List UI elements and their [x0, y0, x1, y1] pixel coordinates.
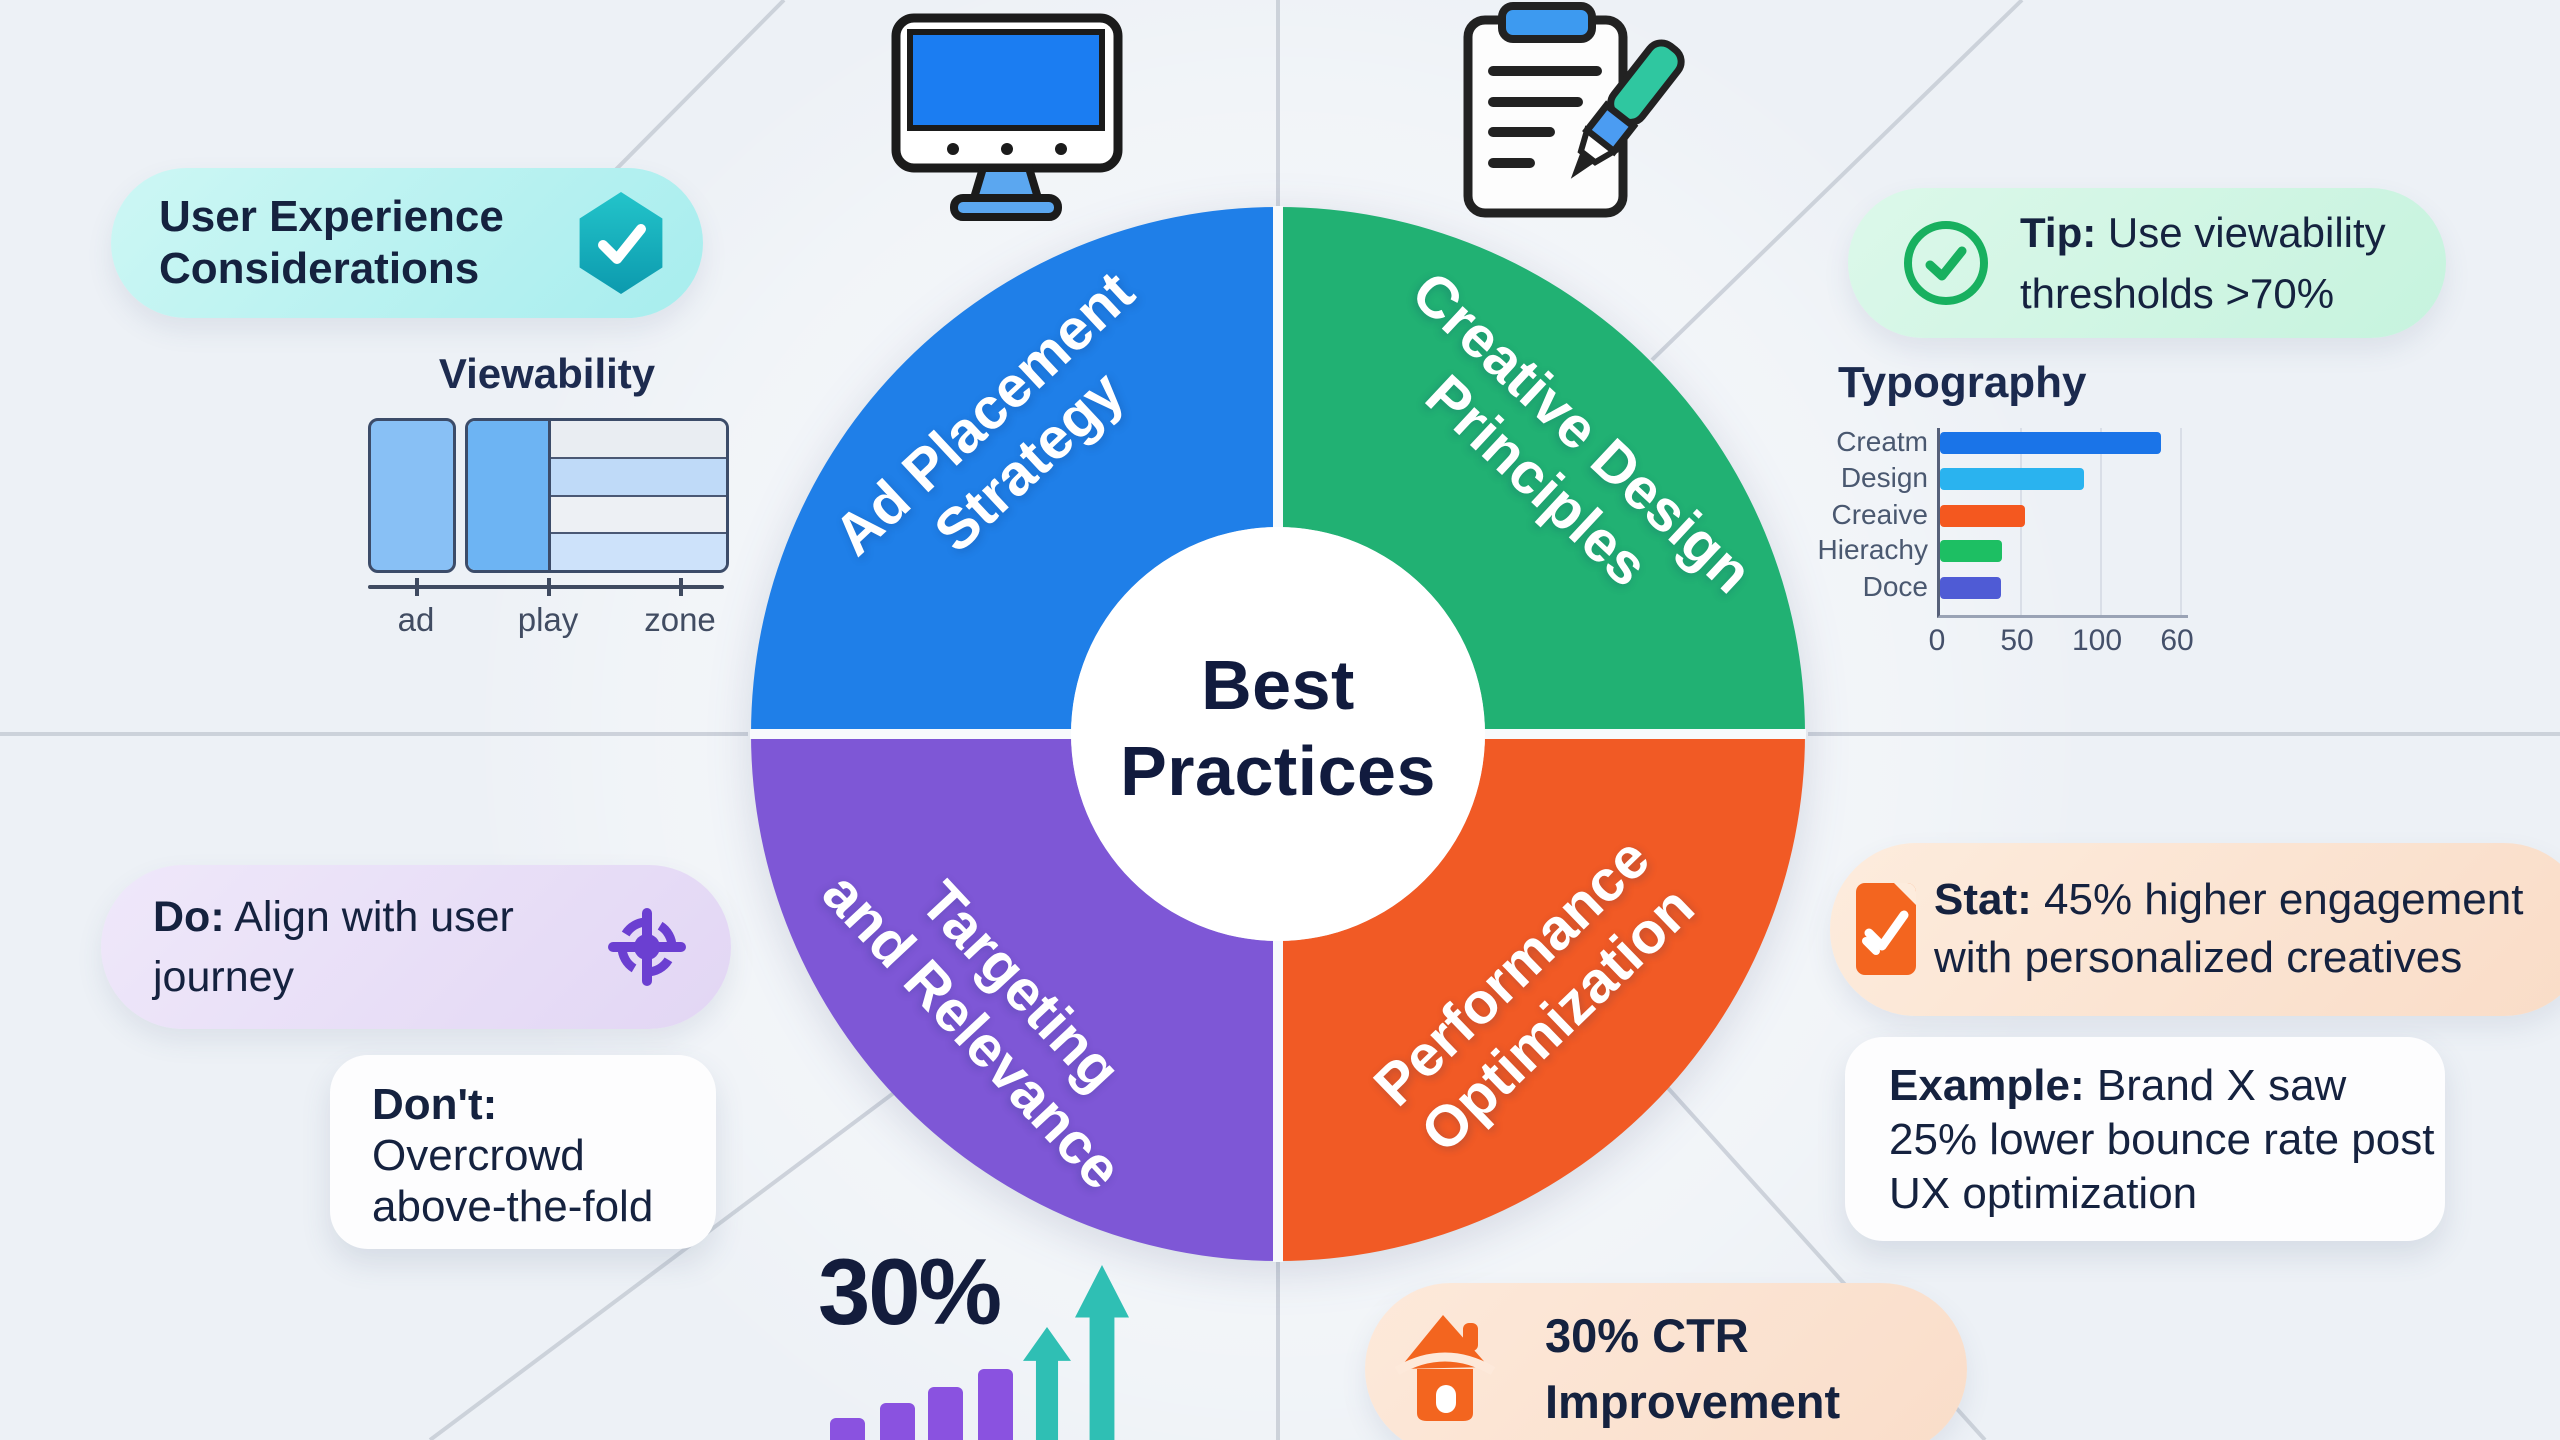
typography-x-tick: 50 [2000, 624, 2034, 657]
document-check-icon [1856, 883, 1916, 975]
quadrant-ad-placement-strategy [751, 207, 1278, 734]
do-callout: Do: Align with user journey [101, 865, 731, 1029]
dont-text: Don't: Overcrowd above-the-fold [372, 1080, 654, 1231]
viewability-tick-zone: zone [644, 601, 716, 638]
target-icon [608, 908, 686, 986]
typography-category: Creaive [1831, 499, 1928, 530]
clipboard-pen-icon [1463, 2, 1685, 218]
typography-category: Hierachy [1817, 534, 1928, 565]
viewability-axis [368, 585, 724, 589]
typography-bar [1940, 577, 2001, 599]
viewability-layout-block [465, 418, 729, 573]
quadrant-creative-design-principles [1278, 207, 1805, 734]
house-icon [1394, 1315, 1496, 1421]
viewability-tick-ad: ad [397, 601, 435, 638]
stat-text: Stat: 45% higher engagement with persona… [1934, 875, 2524, 982]
ux-considerations-text: User Experience Considerations [159, 192, 504, 293]
stat-callout: Stat: 45% higher engagement with persona… [1830, 843, 2560, 1016]
typography-chart [1937, 428, 2188, 618]
ux-considerations-badge: User Experience Considerations [111, 168, 703, 318]
tip-text: Tip: Use viewability thresholds >70% [2020, 209, 2386, 317]
typography-category: Doce [1862, 571, 1928, 602]
growth-bar [880, 1403, 915, 1440]
typography-x-tick: 0 [1928, 624, 1946, 657]
typography-bar [1940, 505, 2025, 527]
typography-x-tick: 60 [2160, 624, 2194, 657]
typography-bar [1940, 432, 2161, 454]
growth-percentage-label: 30% [818, 1239, 1002, 1344]
typography-bar [1940, 540, 2003, 562]
typography-x-tick: 100 [2071, 624, 2123, 657]
ctr-text: 30% CTR Improvement [1545, 1309, 1841, 1428]
growth-bar [928, 1387, 963, 1440]
example-card: Example: Brand X saw 25% lower bounce ra… [1845, 1037, 2445, 1241]
typography-category: Design [1840, 462, 1928, 493]
growth-bar [978, 1369, 1013, 1440]
do-text: Do: Align with user journey [153, 893, 514, 1001]
viewability-blue-band [468, 421, 551, 570]
tip-callout: Tip: Use viewability thresholds >70% [1848, 188, 2446, 338]
dont-card: Don't: Overcrowd above-the-fold [330, 1055, 716, 1249]
growth-bar [830, 1418, 865, 1440]
shield-check-icon [579, 192, 663, 294]
viewability-title: Viewability [438, 350, 656, 397]
quadrant-targeting-and-relevance [751, 734, 1278, 1261]
typography-title: Typography [1838, 358, 2087, 407]
ctr-improvement-callout: 30% CTR Improvement [1365, 1283, 1967, 1440]
viewability-tick-play: play [517, 601, 579, 638]
example-text: Example: Brand X saw 25% lower bounce ra… [1889, 1061, 2435, 1218]
center-title: Best Practices [1120, 646, 1436, 810]
typography-category: Creatm [1836, 426, 1928, 457]
monitor-icon [891, 13, 1123, 221]
viewability-stripes [551, 421, 726, 570]
typography-bar [1940, 468, 2084, 490]
quadrant-performance-optimization [1278, 734, 1805, 1261]
check-circle-icon [1904, 221, 1988, 305]
viewability-ad-block [368, 418, 456, 573]
donut-center-circle [1071, 527, 1485, 941]
